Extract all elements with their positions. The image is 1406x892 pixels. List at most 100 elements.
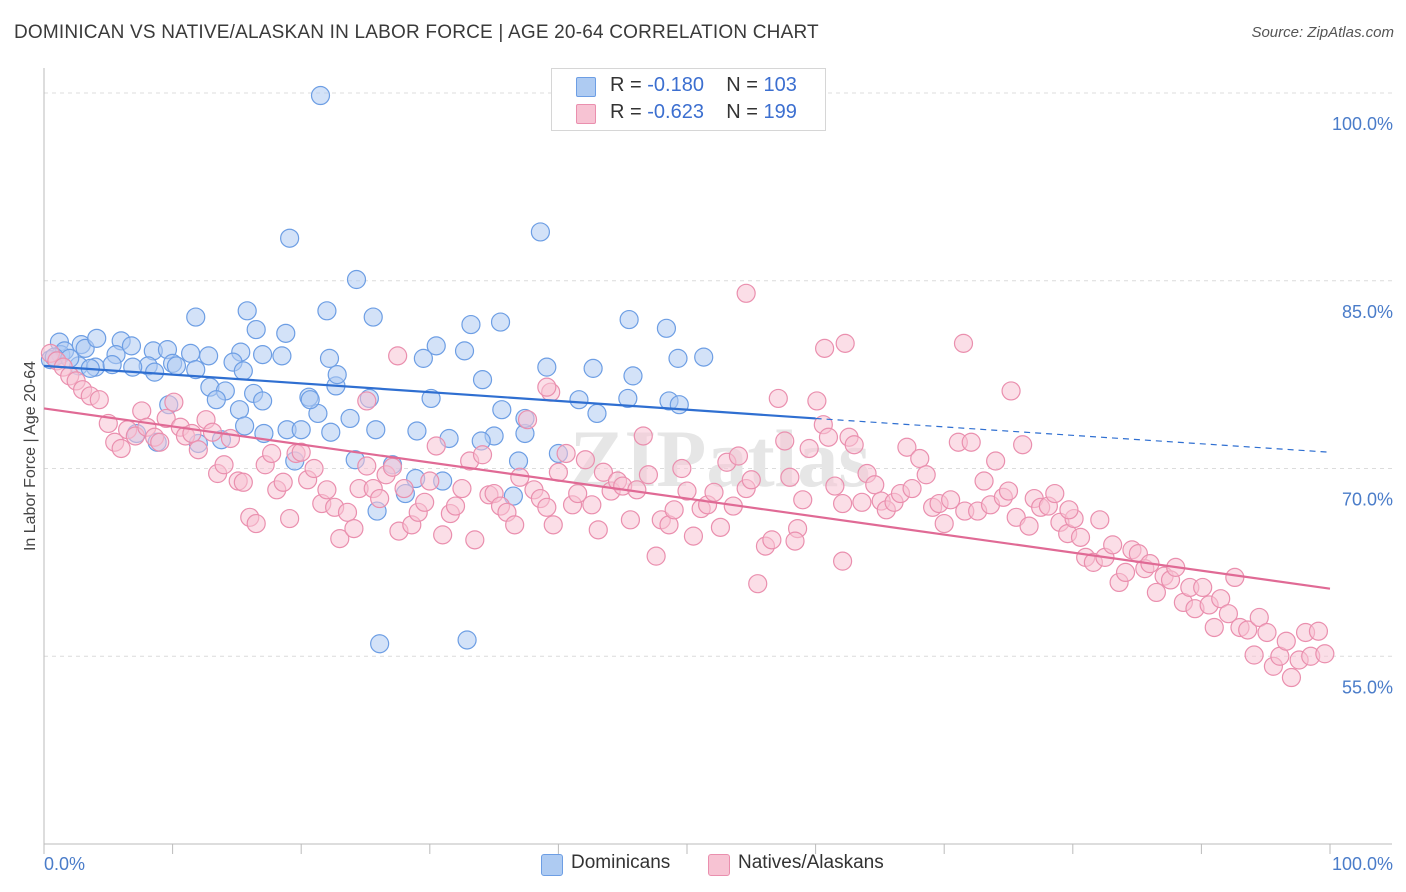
source-label: Source: ZipAtlas.com [1251,24,1394,41]
point-natives [188,440,208,460]
point-natives [728,446,749,466]
point-natives [844,435,864,455]
point-natives [833,493,853,514]
point-natives [934,513,954,534]
legend-stats-natives: R = -0.623 N = 199 [610,101,797,124]
point-natives [852,492,872,512]
trend-line-dominicans [43,364,816,420]
point-dominicans [346,269,367,290]
point-natives [780,467,800,487]
point-dominicans [503,486,523,506]
point-dominicans [340,408,360,429]
point-dominicans [181,343,201,363]
point-natives [214,455,234,475]
point-natives [1225,567,1245,588]
point-natives [1218,604,1239,624]
point-dominicans [235,416,255,436]
point-dominicans [619,309,639,330]
point-dominicans [454,341,475,361]
point-dominicans [319,348,340,368]
point-natives [1070,527,1091,547]
point-natives [1045,483,1065,504]
point-natives [388,346,408,366]
chart-title: DOMINICAN VS NATIVE/ALASKAN IN LABOR FOR… [14,22,819,43]
point-natives [337,502,358,522]
point-natives [736,283,756,303]
point-dominicans [370,634,390,654]
point-dominicans [186,307,206,327]
point-natives [220,428,241,449]
point-dominicans [583,358,603,378]
x-tick-label: 0.0% [44,854,85,874]
point-natives [1276,631,1296,651]
point-natives [89,390,109,410]
point-dominicans [461,314,481,335]
point-dominicans [291,420,311,440]
point-dominicans [237,301,257,321]
point-natives [394,478,414,499]
point-natives [1193,577,1213,598]
point-natives [317,480,337,500]
y-tick-label: 70.0% [1342,490,1393,510]
point-natives [575,450,596,470]
point-natives [741,470,761,490]
point-natives [1308,621,1329,641]
n-label: N = [726,74,758,96]
point-dominicans [317,301,337,321]
point-dominicans [321,422,341,442]
point-natives [182,423,202,444]
point-dominicans [310,85,331,106]
r-value: -0.623 [647,101,704,123]
point-dominicans [121,336,142,356]
point-natives [1249,607,1269,628]
point-natives [1115,562,1136,583]
point-dominicans [413,348,433,368]
point-natives [510,467,530,487]
legend-swatch-dominicans [576,77,596,97]
point-natives [465,530,485,550]
point-natives [704,482,724,502]
trend-lines [43,364,1331,590]
point-dominicans [363,307,383,327]
point-dominicans [668,348,688,368]
point-dominicans [206,390,226,410]
point-natives [150,432,170,452]
point-natives [835,333,855,353]
bottom-swatch-dominicans [541,854,563,876]
point-natives [1281,667,1302,688]
point-dominicans [276,323,296,343]
point-natives [556,443,576,464]
point-natives [1013,435,1033,455]
point-natives [941,490,961,510]
point-natives [344,518,364,539]
point-natives [280,508,300,529]
point-natives [986,451,1006,471]
point-dominicans [229,400,250,420]
trend-line-natives [43,407,1331,590]
point-natives [1238,620,1258,640]
point-natives [974,471,994,491]
point-natives [807,391,827,411]
point-natives [825,476,845,496]
r-label: R = [610,74,642,96]
point-natives [799,438,819,459]
point-dominicans [457,630,477,650]
point-natives [505,515,525,535]
point-natives [1211,589,1231,609]
n-label: N = [726,101,758,123]
point-dominicans [587,403,607,424]
point-natives [902,478,922,499]
point-natives [452,478,472,499]
point-natives [415,492,435,512]
point-natives [768,388,788,409]
point-natives [910,448,930,469]
bottom-label-natives: Natives/Alaskans [738,852,884,873]
stats-legend: R = -0.180 N = 103 R = -0.623 N = 199 [551,68,826,131]
point-natives [865,475,885,495]
point-natives [793,490,813,510]
point-natives [233,472,253,492]
point-natives [568,483,588,504]
point-dominicans [530,222,550,242]
n-value: 199 [763,101,797,123]
